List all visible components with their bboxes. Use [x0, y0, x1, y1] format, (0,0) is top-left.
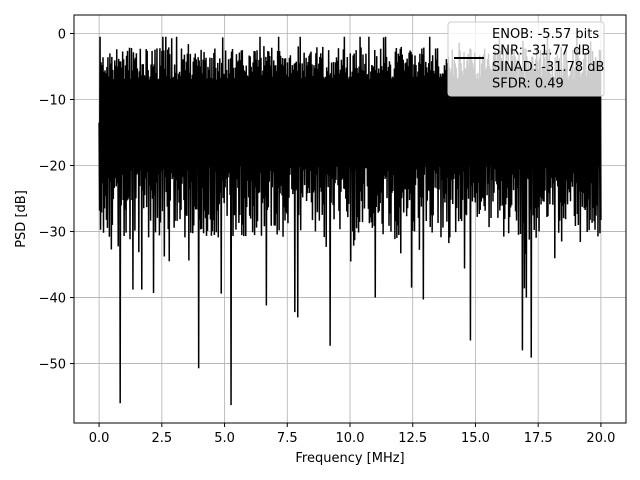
x-tick-label: 20.0 — [586, 431, 615, 446]
x-tick-label: 12.5 — [398, 431, 427, 446]
x-axis-ticks: 0.0 2.5 5.0 7.5 10.0 12.5 15.0 17.5 20.0 — [89, 423, 615, 446]
y-axis-ticks: 0 −10 −20 −30 −40 −50 — [39, 27, 74, 373]
legend-entry-sfdr: SFDR: 0.49 — [492, 77, 564, 92]
x-tick-label: 5.0 — [214, 431, 235, 446]
y-tick-label: 0 — [58, 27, 66, 42]
y-tick-label: −50 — [39, 358, 66, 373]
y-tick-label: −30 — [39, 226, 66, 241]
x-tick-label: 10.0 — [336, 431, 365, 446]
x-tick-label: 2.5 — [151, 431, 172, 446]
psd-series-line — [98, 36, 602, 406]
legend-entry-enob: ENOB: -5.57 bits — [492, 27, 599, 42]
x-tick-label: 17.5 — [524, 431, 553, 446]
series-layer — [98, 36, 602, 406]
y-axis-label: PSD [dB] — [14, 190, 29, 248]
x-tick-label: 15.0 — [461, 431, 490, 446]
legend-entry-sinad: SINAD: -31.78 dB — [492, 60, 604, 75]
x-axis-label: Frequency [MHz] — [295, 451, 404, 466]
legend: ENOB: -5.57 bits SNR: -31.77 dB SINAD: -… — [447, 21, 605, 97]
y-tick-label: −20 — [39, 160, 66, 175]
x-tick-label: 0.0 — [89, 431, 110, 446]
x-tick-label: 7.5 — [277, 431, 298, 446]
y-tick-label: −10 — [39, 94, 66, 109]
legend-box — [447, 21, 605, 97]
y-tick-label: −40 — [39, 292, 66, 307]
legend-entry-snr: SNR: -31.77 dB — [492, 44, 590, 59]
